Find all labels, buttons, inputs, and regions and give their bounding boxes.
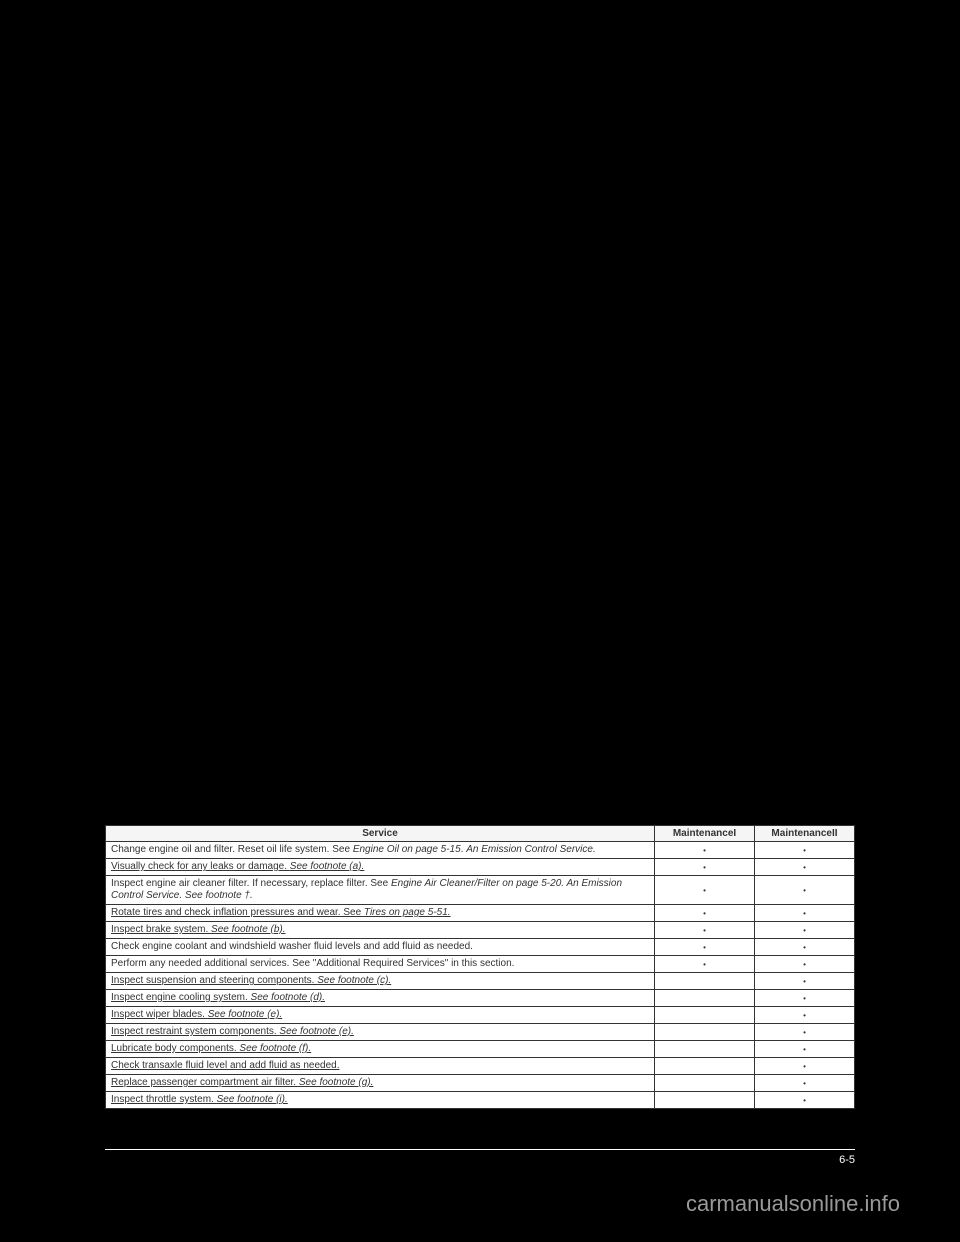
maintenance1-cell <box>655 1075 755 1092</box>
table-row: Inspect suspension and steering componen… <box>106 973 855 990</box>
service-cell: Rotate tires and check inflation pressur… <box>106 905 655 922</box>
table-row: Inspect restraint system components. See… <box>106 1024 855 1041</box>
service-cell: Perform any needed additional services. … <box>106 956 655 973</box>
service-cell: Inspect suspension and steering componen… <box>106 973 655 990</box>
service-cell: Check transaxle fluid level and add flui… <box>106 1058 655 1075</box>
maintenance2-cell: • <box>755 990 855 1007</box>
maintenance2-cell: • <box>755 1041 855 1058</box>
service-cell: Change engine oil and filter. Reset oil … <box>106 842 655 859</box>
service-cell: Inspect wiper blades. See footnote (e). <box>106 1007 655 1024</box>
service-cell: Inspect brake system. See footnote (b). <box>106 922 655 939</box>
service-cell: Inspect engine air cleaner filter. If ne… <box>106 876 655 905</box>
maintenance1-cell: • <box>655 922 755 939</box>
maintenance2-cell: • <box>755 842 855 859</box>
maintenance2-cell: • <box>755 859 855 876</box>
footer-divider <box>105 1149 855 1150</box>
table-row: Visually check for any leaks or damage. … <box>106 859 855 876</box>
table-row: Inspect wiper blades. See footnote (e). • <box>106 1007 855 1024</box>
maintenance1-cell <box>655 973 755 990</box>
maintenance1-cell: • <box>655 939 755 956</box>
maintenance1-cell: • <box>655 905 755 922</box>
maintenance2-cell: • <box>755 1075 855 1092</box>
table-header-row: Service MaintenanceI MaintenanceII <box>106 826 855 842</box>
watermark-text: carmanualsonline.info <box>686 1191 900 1217</box>
maintenance2-cell: • <box>755 922 855 939</box>
table-body: Change engine oil and filter. Reset oil … <box>106 842 855 1109</box>
page-number: 6-5 <box>839 1154 855 1166</box>
maintenance1-cell: • <box>655 956 755 973</box>
service-cell: Inspect engine cooling system. See footn… <box>106 990 655 1007</box>
table-row: Check transaxle fluid level and add flui… <box>106 1058 855 1075</box>
maintenance1-cell <box>655 1024 755 1041</box>
table-row: Check engine coolant and windshield wash… <box>106 939 855 956</box>
table-row: Inspect engine cooling system. See footn… <box>106 990 855 1007</box>
table-row: Rotate tires and check inflation pressur… <box>106 905 855 922</box>
maintenance1-cell <box>655 1092 755 1109</box>
service-cell: Inspect throttle system. See footnote (i… <box>106 1092 655 1109</box>
maintenance2-cell: • <box>755 939 855 956</box>
maintenance2-cell: • <box>755 973 855 990</box>
maintenance2-cell: • <box>755 1007 855 1024</box>
maintenance2-cell: • <box>755 876 855 905</box>
table-row: Change engine oil and filter. Reset oil … <box>106 842 855 859</box>
maintenance1-cell: • <box>655 859 755 876</box>
maintenance1-cell <box>655 1007 755 1024</box>
table-row: Perform any needed additional services. … <box>106 956 855 973</box>
maintenance2-cell: • <box>755 1092 855 1109</box>
maintenance1-cell: • <box>655 842 755 859</box>
table-row: Inspect engine air cleaner filter. If ne… <box>106 876 855 905</box>
maintenance2-header: MaintenanceII <box>755 826 855 842</box>
service-cell: Replace passenger compartment air filter… <box>106 1075 655 1092</box>
maintenance-table-container: Service MaintenanceI MaintenanceII Chang… <box>105 825 855 1109</box>
maintenance2-cell: • <box>755 1024 855 1041</box>
table-row: Inspect brake system. See footnote (b).•… <box>106 922 855 939</box>
maintenance1-cell <box>655 990 755 1007</box>
service-cell: Inspect restraint system components. See… <box>106 1024 655 1041</box>
maintenance-table: Service MaintenanceI MaintenanceII Chang… <box>105 825 855 1109</box>
service-cell: Lubricate body components. See footnote … <box>106 1041 655 1058</box>
maintenance1-cell <box>655 1041 755 1058</box>
maintenance1-header: MaintenanceI <box>655 826 755 842</box>
maintenance2-cell: • <box>755 1058 855 1075</box>
service-header: Service <box>106 826 655 842</box>
maintenance2-cell: • <box>755 905 855 922</box>
service-cell: Visually check for any leaks or damage. … <box>106 859 655 876</box>
table-row: Replace passenger compartment air filter… <box>106 1075 855 1092</box>
maintenance2-cell: • <box>755 956 855 973</box>
maintenance1-cell: • <box>655 876 755 905</box>
maintenance1-cell <box>655 1058 755 1075</box>
service-cell: Check engine coolant and windshield wash… <box>106 939 655 956</box>
table-row: Inspect throttle system. See footnote (i… <box>106 1092 855 1109</box>
table-row: Lubricate body components. See footnote … <box>106 1041 855 1058</box>
